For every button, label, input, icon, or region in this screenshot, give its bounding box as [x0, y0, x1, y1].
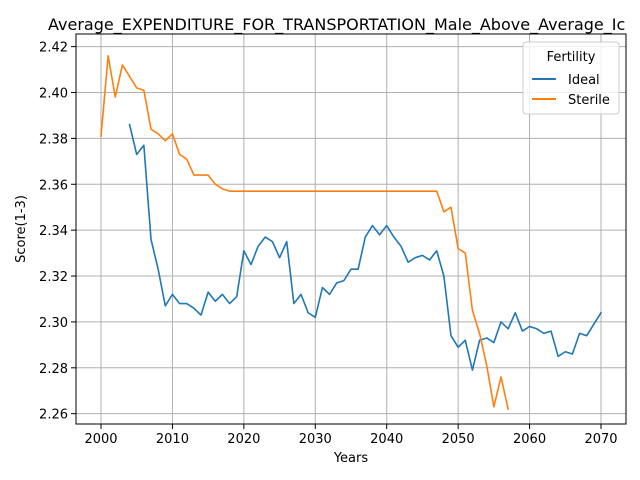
legend-label-ideal: Ideal	[568, 73, 600, 88]
y-tick-label: 2.40	[39, 87, 68, 102]
y-axis-label: Score(1-3)	[14, 195, 29, 263]
series-line-sterile	[100, 54, 510, 411]
x-axis-ticks: 2000 2010 2020 2030 2040 2050 2060 2070	[84, 424, 618, 447]
y-tick-label: 2.38	[39, 132, 68, 147]
x-tick-label: 2050	[442, 432, 475, 447]
y-tick-label: 2.42	[39, 41, 68, 56]
y-tick-label: 2.26	[39, 408, 68, 423]
x-tick-label: 2070	[584, 432, 617, 447]
y-tick-label: 2.36	[39, 178, 68, 193]
y-tick-label: 2.30	[39, 316, 68, 331]
x-axis-label: Years	[333, 451, 369, 466]
y-tick-label: 2.32	[39, 270, 68, 285]
legend: Fertility Ideal Sterile	[522, 41, 620, 115]
legend-box	[522, 41, 620, 115]
legend-title: Fertility	[547, 50, 596, 65]
y-axis-ticks: 2.26 2.28 2.30 2.32 2.34 2.36 2.38 2.40 2.42	[39, 41, 76, 423]
x-tick-label: 2030	[299, 432, 332, 447]
y-tick-label: 2.28	[39, 362, 68, 377]
x-tick-label: 2020	[227, 432, 260, 447]
series-line-ideal	[128, 123, 603, 371]
legend-label-sterile: Sterile	[568, 93, 610, 108]
x-tick-label: 2000	[84, 432, 117, 447]
series-lines	[100, 54, 603, 411]
x-tick-label: 2010	[156, 432, 189, 447]
plot-frame	[75, 33, 627, 425]
x-tick-label: 2040	[370, 432, 403, 447]
x-tick-label: 2060	[513, 432, 546, 447]
y-tick-label: 2.34	[39, 224, 68, 239]
chart-title: Average_EXPENDITURE_FOR_TRANSPORTATION_M…	[48, 15, 625, 35]
